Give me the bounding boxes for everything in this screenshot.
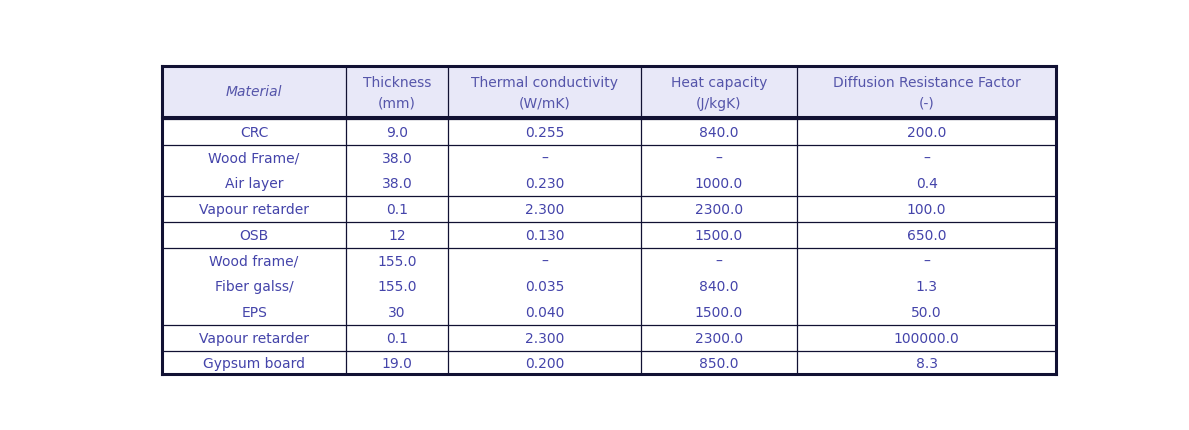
Text: 0.255: 0.255 [524,126,565,140]
Text: 0.200: 0.200 [524,356,565,371]
Text: –: – [923,151,930,165]
Text: EPS: EPS [241,305,268,319]
Text: –: – [716,254,722,268]
Text: 155.0: 155.0 [377,280,417,294]
Text: 2300.0: 2300.0 [694,203,743,217]
Text: 2.300: 2.300 [524,331,565,345]
Text: 9.0: 9.0 [386,126,408,140]
Text: 2300.0: 2300.0 [694,331,743,345]
Text: 200.0: 200.0 [907,126,946,140]
Text: 8.3: 8.3 [916,356,938,371]
Text: 38.0: 38.0 [382,151,413,165]
Text: Vapour retarder: Vapour retarder [199,203,309,217]
Text: Gypsum board: Gypsum board [203,356,306,371]
Text: 1.3: 1.3 [916,280,938,294]
Text: –: – [541,254,548,268]
Text: CRC: CRC [240,126,269,140]
Text: –: – [716,151,722,165]
Text: 0.1: 0.1 [386,331,408,345]
Text: 12: 12 [389,228,405,242]
Text: Wood frame/: Wood frame/ [209,254,298,268]
Text: 840.0: 840.0 [699,126,738,140]
Text: (W/mK): (W/mK) [518,96,571,111]
Text: 38.0: 38.0 [382,177,413,191]
Text: 155.0: 155.0 [377,254,417,268]
Text: –: – [923,254,930,268]
Text: 650.0: 650.0 [907,228,946,242]
Text: 850.0: 850.0 [699,356,738,371]
Text: 100.0: 100.0 [907,203,946,217]
Text: OSB: OSB [239,228,269,242]
Text: 50.0: 50.0 [911,305,942,319]
Text: Material: Material [226,85,282,99]
Text: Thermal conductivity: Thermal conductivity [471,76,618,90]
Text: 100000.0: 100000.0 [894,331,960,345]
Text: 19.0: 19.0 [382,356,413,371]
Text: –: – [541,151,548,165]
Text: (J/kgK): (J/kgK) [696,96,742,111]
Text: 0.040: 0.040 [524,305,565,319]
Text: 0.1: 0.1 [386,203,408,217]
Text: 1000.0: 1000.0 [694,177,743,191]
Text: 0.230: 0.230 [524,177,565,191]
Text: Diffusion Resistance Factor: Diffusion Resistance Factor [832,76,1020,90]
Text: (-): (-) [919,96,935,111]
Text: 1500.0: 1500.0 [694,305,743,319]
Text: 2.300: 2.300 [524,203,565,217]
Text: 1500.0: 1500.0 [694,228,743,242]
Text: (mm): (mm) [378,96,416,111]
Text: 0.4: 0.4 [916,177,938,191]
Text: 0.130: 0.130 [524,228,565,242]
Text: Heat capacity: Heat capacity [671,76,767,90]
Text: 0.035: 0.035 [524,280,565,294]
Text: Vapour retarder: Vapour retarder [199,331,309,345]
Text: Fiber galss/: Fiber galss/ [215,280,294,294]
Text: 840.0: 840.0 [699,280,738,294]
Text: Wood Frame/: Wood Frame/ [208,151,300,165]
Text: Thickness: Thickness [363,76,432,90]
Text: 30: 30 [389,305,405,319]
Text: Air layer: Air layer [225,177,283,191]
